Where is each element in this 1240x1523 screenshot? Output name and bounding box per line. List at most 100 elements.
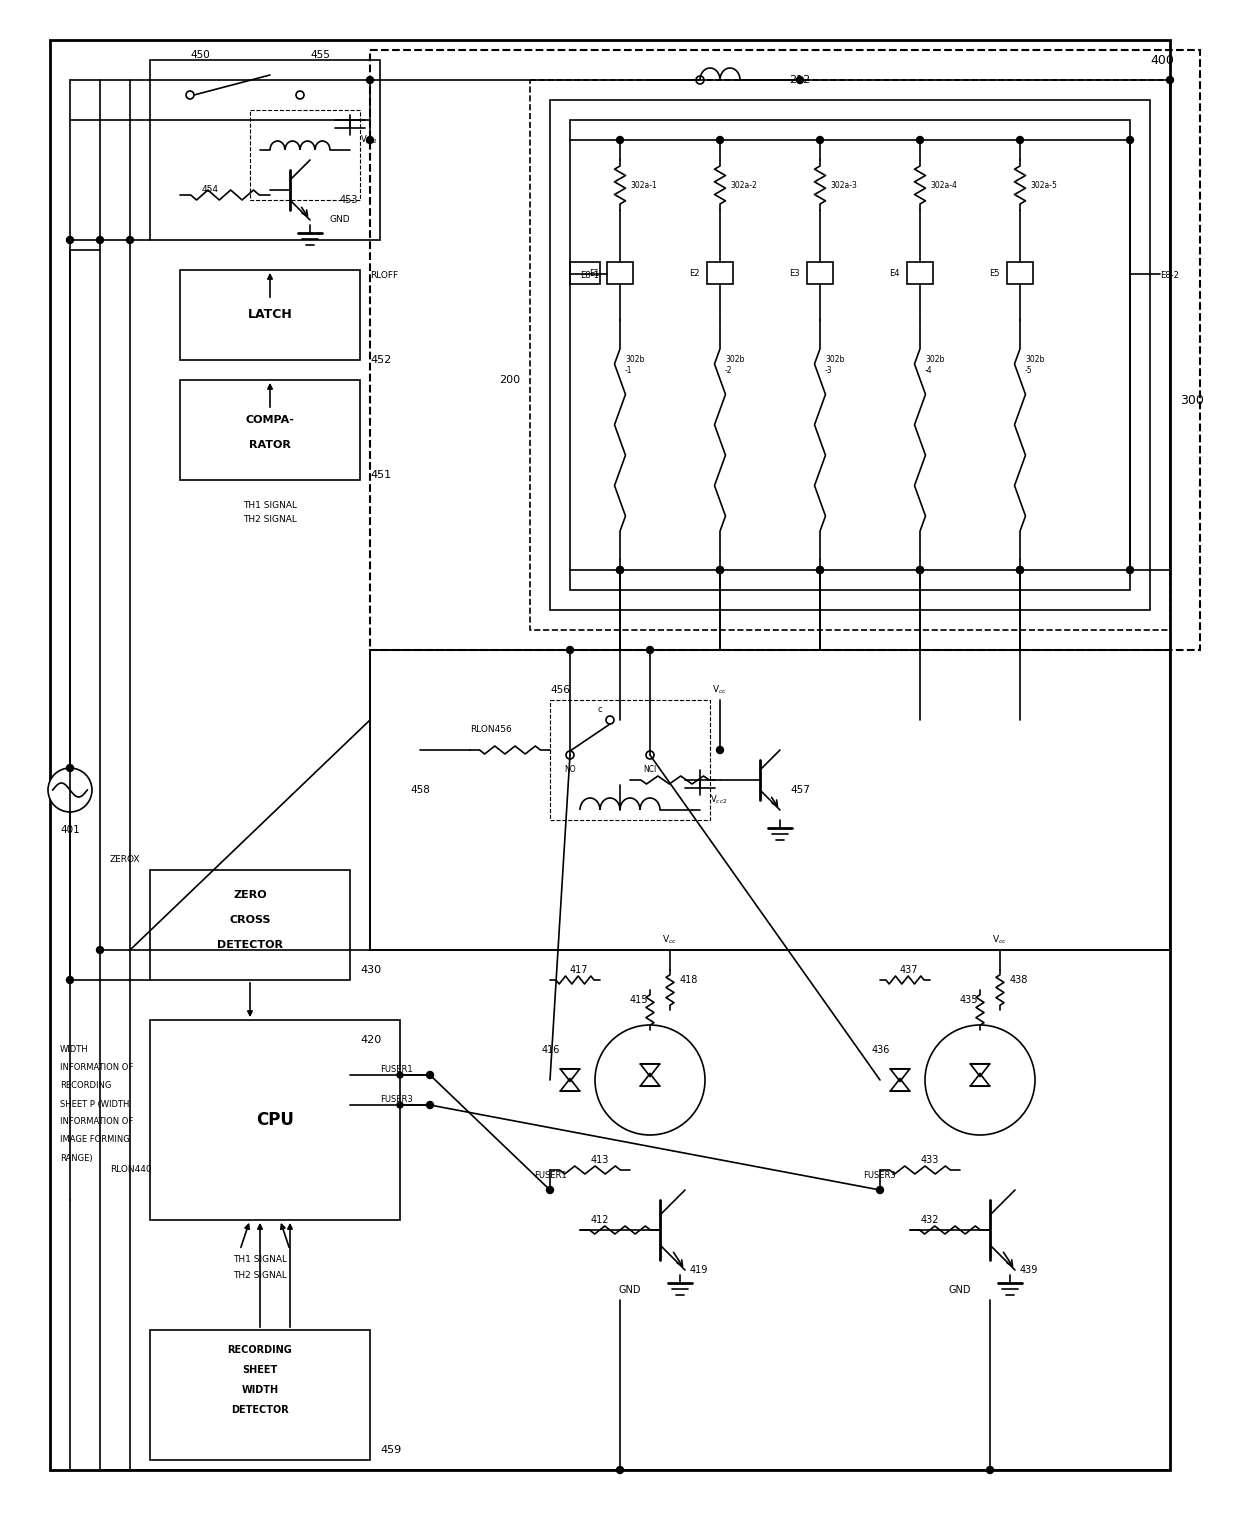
Text: 458: 458 <box>410 784 430 795</box>
Text: c: c <box>598 705 603 714</box>
Circle shape <box>606 716 614 723</box>
Text: TH2 SIGNAL: TH2 SIGNAL <box>233 1270 286 1279</box>
Circle shape <box>97 946 103 953</box>
Text: NO: NO <box>564 766 575 775</box>
Text: 302a-5: 302a-5 <box>1030 181 1056 189</box>
Bar <box>551 701 711 819</box>
Circle shape <box>696 76 704 84</box>
Circle shape <box>1017 567 1023 574</box>
Circle shape <box>916 137 924 143</box>
Text: RECORDING: RECORDING <box>60 1081 112 1090</box>
Text: DETECTOR: DETECTOR <box>231 1406 289 1415</box>
Circle shape <box>816 567 823 574</box>
Bar <box>1007 262 1033 283</box>
Text: 437: 437 <box>900 966 919 975</box>
Text: 450: 450 <box>190 50 210 59</box>
Circle shape <box>1017 567 1023 574</box>
Text: COMPA-: COMPA- <box>246 414 294 425</box>
Text: 452: 452 <box>370 355 392 366</box>
Circle shape <box>1126 137 1133 143</box>
Bar <box>150 1330 370 1461</box>
Circle shape <box>427 1072 434 1078</box>
Text: INFORMATION OF: INFORMATION OF <box>60 1118 133 1127</box>
Text: 457: 457 <box>790 784 810 795</box>
Circle shape <box>717 567 723 574</box>
Bar <box>807 262 833 283</box>
Text: E2: E2 <box>689 270 701 279</box>
Bar <box>707 262 733 283</box>
Circle shape <box>616 567 624 574</box>
Text: 433: 433 <box>921 1154 939 1165</box>
Text: V$_{cc}$: V$_{cc}$ <box>992 934 1008 946</box>
Text: E8-1: E8-1 <box>580 271 599 280</box>
Text: GND: GND <box>949 1285 971 1295</box>
Circle shape <box>547 1186 553 1194</box>
Text: 400: 400 <box>1149 53 1174 67</box>
Text: 302a-4: 302a-4 <box>930 181 957 189</box>
Text: V$_{cc}$: V$_{cc}$ <box>713 684 728 696</box>
Circle shape <box>877 1186 883 1194</box>
Bar <box>370 50 1200 650</box>
Text: E8-2: E8-2 <box>1159 271 1179 280</box>
Bar <box>570 120 1130 589</box>
Bar <box>250 110 360 200</box>
Bar <box>150 1020 401 1220</box>
Circle shape <box>616 567 624 574</box>
Bar <box>551 101 1149 611</box>
Text: SHEET: SHEET <box>242 1365 278 1375</box>
Text: INFORMATION OF: INFORMATION OF <box>60 1063 133 1072</box>
Text: DETECTOR: DETECTOR <box>217 940 283 950</box>
Text: FUSER1: FUSER1 <box>533 1171 567 1180</box>
Text: V$_{cc2}$: V$_{cc2}$ <box>360 134 377 146</box>
Text: E4: E4 <box>889 270 900 279</box>
Text: 439: 439 <box>1021 1266 1038 1275</box>
Circle shape <box>567 646 573 653</box>
Text: 302b
-3: 302b -3 <box>825 355 844 375</box>
Text: 456: 456 <box>551 685 570 694</box>
Text: NCl: NCl <box>644 766 657 775</box>
Circle shape <box>595 1025 706 1135</box>
Circle shape <box>916 567 924 574</box>
Text: 401: 401 <box>60 825 79 835</box>
Text: FUSER3: FUSER3 <box>863 1171 897 1180</box>
Circle shape <box>126 236 134 244</box>
Circle shape <box>925 1025 1035 1135</box>
Text: E1: E1 <box>589 270 600 279</box>
Text: 438: 438 <box>1011 975 1028 985</box>
Text: FUSER1: FUSER1 <box>379 1066 413 1075</box>
Bar <box>180 270 360 359</box>
Bar <box>529 81 1171 631</box>
Circle shape <box>616 137 624 143</box>
Text: 451: 451 <box>370 471 391 480</box>
Text: 454: 454 <box>201 186 218 195</box>
Circle shape <box>67 976 73 984</box>
Text: IMAGE FORMING: IMAGE FORMING <box>60 1136 130 1144</box>
Text: 453: 453 <box>340 195 358 206</box>
Text: 302b
-1: 302b -1 <box>625 355 645 375</box>
Circle shape <box>816 567 823 574</box>
Text: RLON456: RLON456 <box>470 725 512 734</box>
Text: 302a-1: 302a-1 <box>630 181 657 189</box>
Text: 415: 415 <box>630 995 649 1005</box>
Text: CROSS: CROSS <box>229 915 270 924</box>
Text: 455: 455 <box>310 50 330 59</box>
Text: RECORDING: RECORDING <box>228 1345 293 1355</box>
Text: SHEET P (WIDTH: SHEET P (WIDTH <box>60 1100 129 1109</box>
Circle shape <box>565 751 574 758</box>
Circle shape <box>186 91 193 99</box>
Bar <box>150 59 379 241</box>
Bar <box>906 262 932 283</box>
Text: ZEROX: ZEROX <box>110 856 140 865</box>
Circle shape <box>1017 137 1023 143</box>
Text: RATOR: RATOR <box>249 440 291 449</box>
Text: 420: 420 <box>360 1036 381 1045</box>
Text: TH2 SIGNAL: TH2 SIGNAL <box>243 515 296 524</box>
Text: RLOFF: RLOFF <box>370 271 398 280</box>
Circle shape <box>646 646 653 653</box>
Text: 418: 418 <box>680 975 698 985</box>
Circle shape <box>427 1101 434 1109</box>
Circle shape <box>646 751 653 758</box>
Text: 302b
-4: 302b -4 <box>925 355 945 375</box>
Circle shape <box>97 236 103 244</box>
Text: TH1 SIGNAL: TH1 SIGNAL <box>233 1255 286 1264</box>
